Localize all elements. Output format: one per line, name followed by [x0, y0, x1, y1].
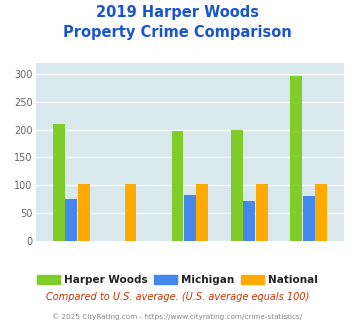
- Bar: [315, 184, 327, 241]
- Bar: [53, 124, 65, 241]
- Text: 2019 Harper Woods: 2019 Harper Woods: [96, 5, 259, 20]
- Bar: [78, 184, 89, 241]
- Text: © 2025 CityRating.com - https://www.cityrating.com/crime-statistics/: © 2025 CityRating.com - https://www.city…: [53, 313, 302, 319]
- Bar: [196, 184, 208, 241]
- Text: Property Crime Comparison: Property Crime Comparison: [63, 25, 292, 40]
- Bar: [290, 76, 302, 241]
- Bar: [184, 195, 196, 241]
- Bar: [244, 201, 255, 241]
- Legend: Harper Woods, Michigan, National: Harper Woods, Michigan, National: [33, 271, 322, 289]
- Bar: [231, 129, 243, 241]
- Bar: [125, 184, 136, 241]
- Bar: [303, 196, 315, 241]
- Bar: [256, 184, 268, 241]
- Bar: [171, 131, 184, 241]
- Text: Compared to U.S. average. (U.S. average equals 100): Compared to U.S. average. (U.S. average …: [46, 292, 309, 302]
- Bar: [65, 199, 77, 241]
